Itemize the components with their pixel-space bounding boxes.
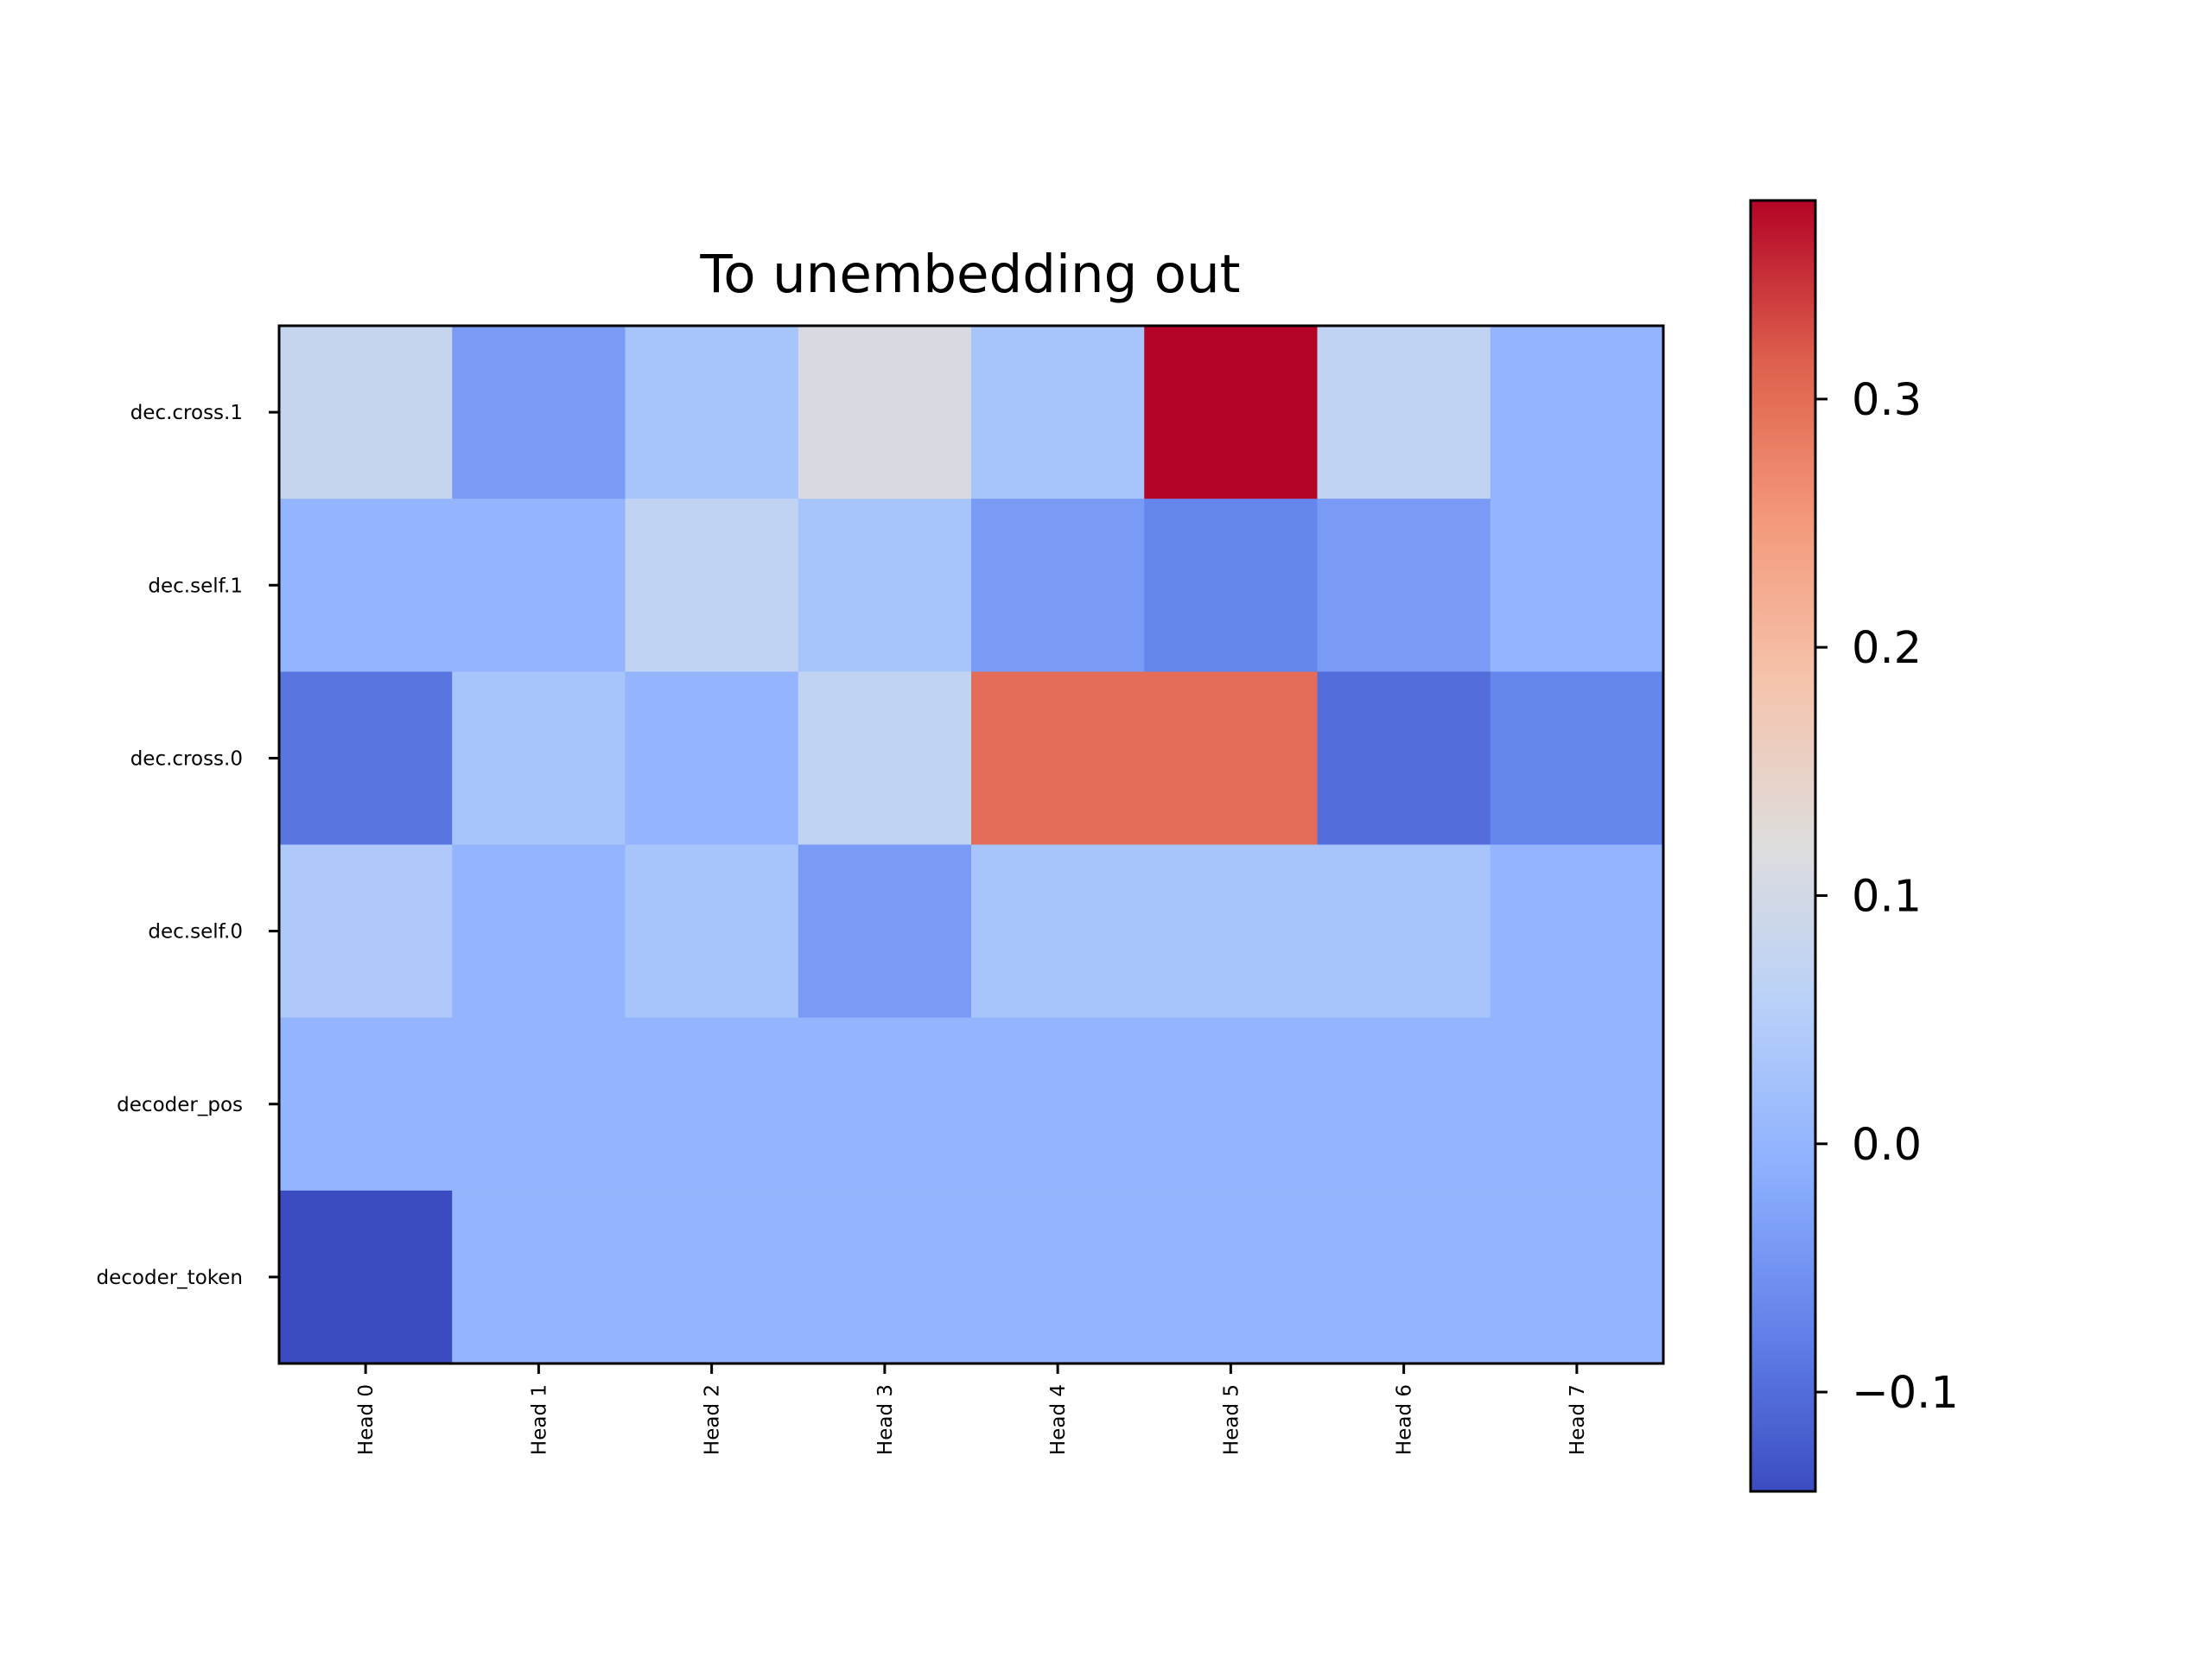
- heatmap-cell: [1490, 499, 1664, 672]
- heatmap-cell: [1144, 671, 1318, 845]
- heatmap-cell: [1490, 671, 1664, 845]
- y-tick-label: dec.cross.0: [130, 747, 243, 770]
- heatmap-cell: [1317, 844, 1491, 1019]
- heatmap-cell: [798, 499, 972, 672]
- colorbar-tick-label: 0.1: [1852, 871, 1922, 922]
- heatmap-cell: [1317, 671, 1491, 845]
- heatmap-cell: [1144, 844, 1318, 1019]
- y-axis: dec.cross.1 dec.self.1 dec.cross.0 dec.self…: [97, 402, 279, 1289]
- heatmap-cell: [1317, 1017, 1491, 1192]
- heatmap-cell: [798, 326, 972, 499]
- heatmap-cell: [1317, 326, 1491, 499]
- heatmap-cell: [971, 499, 1145, 672]
- heatmap-cell: [279, 1190, 453, 1364]
- heatmap-cell: [798, 671, 972, 845]
- heatmap-cell: [452, 1190, 626, 1364]
- colorbar-tick-label: 0.2: [1852, 623, 1922, 674]
- heatmap-cell: [971, 1017, 1145, 1192]
- y-tick-label: decoder_pos: [117, 1094, 243, 1116]
- x-tick-label: Head 0: [355, 1384, 378, 1455]
- y-tick-label: decoder_token: [97, 1267, 244, 1289]
- heatmap-cell: [971, 844, 1145, 1019]
- colorbar-frame: [1749, 199, 1817, 1493]
- heatmap-cell: [971, 1190, 1145, 1364]
- heatmap-cell: [279, 1017, 453, 1192]
- x-tick-label: Head 2: [702, 1384, 724, 1455]
- colorbar-tick-label: 0.0: [1852, 1120, 1922, 1171]
- heatmap-cell: [279, 326, 453, 499]
- colorbar-tick-label: 0.3: [1852, 375, 1922, 426]
- heatmap-cell: [1317, 1190, 1491, 1364]
- colorbar: [1751, 200, 1815, 1491]
- heatmap-cell: [452, 326, 626, 499]
- y-tick-label: dec.self.1: [148, 575, 243, 597]
- heatmap-cell: [452, 499, 626, 672]
- x-tick-label: Head 3: [874, 1384, 897, 1455]
- heatmap-cell: [452, 671, 626, 845]
- heatmap-cell: [1144, 499, 1318, 672]
- heatmap-cell: [798, 844, 972, 1019]
- heatmap-cell: [625, 844, 799, 1019]
- heatmap-cell: [625, 499, 799, 672]
- heatmap-cell: [1144, 1017, 1318, 1192]
- colorbar-tick-label: −0.1: [1852, 1368, 1959, 1419]
- heatmap-cell: [452, 844, 626, 1019]
- heatmap-cell: [798, 1190, 972, 1364]
- x-tick-label: Head 7: [1567, 1384, 1589, 1455]
- heatmap-cell: [1490, 326, 1664, 499]
- heatmap-cell: [1144, 1190, 1318, 1364]
- x-tick-label: Head 6: [1394, 1384, 1416, 1455]
- heatmap-cell: [279, 499, 453, 672]
- chart-title: To unembedding out: [699, 244, 1240, 305]
- heatmap-cell: [625, 326, 799, 499]
- plot-frame: [277, 324, 1665, 1365]
- heatmap-cell: [625, 1190, 799, 1364]
- heatmap-cell: [971, 671, 1145, 845]
- heatmap-cell: [1144, 326, 1318, 499]
- heatmap-cell: [1490, 844, 1664, 1019]
- heatmap-cell: [625, 671, 799, 845]
- heatmap-cell: [1490, 1017, 1664, 1192]
- x-tick-label: Head 4: [1047, 1384, 1070, 1455]
- x-tick-label: Head 1: [528, 1384, 550, 1455]
- heatmap-cell: [452, 1017, 626, 1192]
- heatmap-cell: [1490, 1190, 1664, 1364]
- y-tick-label: dec.self.0: [148, 921, 243, 944]
- y-tick-label: dec.cross.1: [130, 402, 243, 424]
- heatmap-cell: [1317, 499, 1491, 672]
- heatmap-cell: [971, 326, 1145, 499]
- x-axis: Head 0 Head 1 Head 2 Head 3 Head 4 Head 5 Head…: [355, 1363, 1589, 1455]
- heatmap-cell: [279, 671, 453, 845]
- heatmap-cells: [279, 326, 1664, 1364]
- heatmap-cell: [279, 844, 453, 1019]
- x-tick-label: Head 5: [1220, 1384, 1243, 1455]
- heatmap-cell: [798, 1017, 972, 1192]
- heatmap-cell: [625, 1017, 799, 1192]
- colorbar-axis: −0.1 0.0 0.1 0.2 0.3: [1815, 375, 1959, 1419]
